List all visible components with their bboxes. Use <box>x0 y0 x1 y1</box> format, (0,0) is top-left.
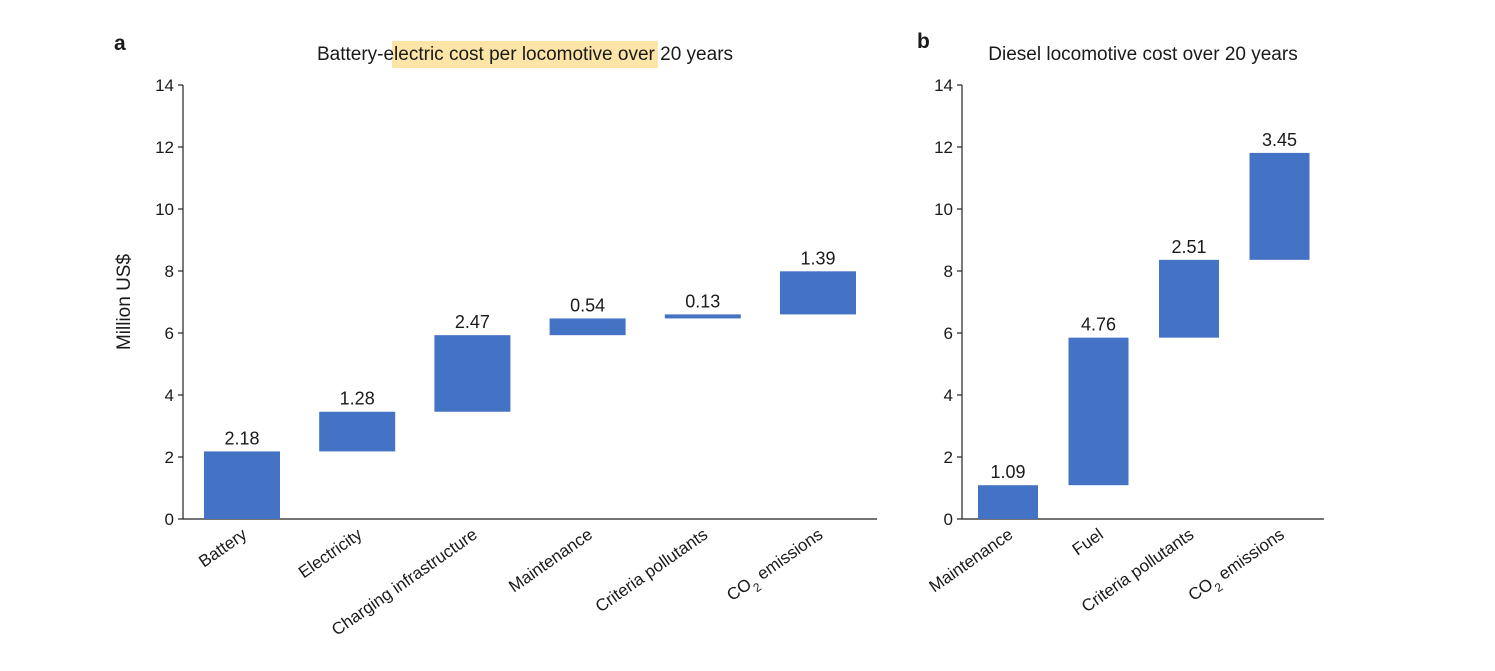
chart-title-a: Battery-electric cost per locomotive ove… <box>317 44 733 65</box>
data-label: 0.54 <box>570 295 605 315</box>
bar <box>434 335 511 412</box>
y-tick-label: 4 <box>165 386 174 405</box>
y-tick-label: 2 <box>165 448 174 467</box>
data-label: 2.51 <box>1171 237 1206 257</box>
chart-panel-b: b Diesel locomotive cost over 20 years 0… <box>917 30 1324 616</box>
bar <box>664 314 741 319</box>
panel-letter-b: b <box>917 30 930 53</box>
y-tick-label: 2 <box>944 448 953 467</box>
y-tick-label: 6 <box>944 324 953 343</box>
category-label: Criteria pollutants <box>592 525 711 616</box>
y-ticks-b: 0 2 4 6 8 10 12 14 <box>934 76 962 529</box>
y-axis-title-a: Million US$ <box>114 254 135 351</box>
y-ticks-a: 0 2 4 6 8 10 12 14 <box>155 76 183 529</box>
bar <box>319 411 396 452</box>
bar <box>549 318 626 336</box>
bar <box>204 451 280 519</box>
category-label: CO2 emissions <box>1185 525 1291 610</box>
data-label: 0.13 <box>685 291 720 311</box>
bars-a <box>204 271 856 519</box>
bar <box>1159 259 1219 338</box>
y-tick-label: 0 <box>944 510 953 529</box>
y-tick-label: 6 <box>165 324 174 343</box>
data-label: 1.09 <box>990 462 1025 482</box>
data-label: 1.39 <box>800 248 835 268</box>
category-label: CO2 emissions <box>723 525 829 610</box>
y-tick-label: 10 <box>155 200 174 219</box>
bar <box>1068 337 1129 486</box>
bar <box>978 485 1038 519</box>
category-label: Battery <box>195 524 250 571</box>
data-label: 4.76 <box>1081 315 1116 335</box>
y-tick-label: 0 <box>165 510 174 529</box>
y-tick-label: 14 <box>934 76 953 95</box>
panel-letter-a: a <box>114 32 126 55</box>
category-label: Electricity <box>295 524 366 582</box>
data-label: 1.28 <box>340 389 375 409</box>
y-tick-label: 8 <box>944 262 953 281</box>
chart-title-b: Diesel locomotive cost over 20 years <box>988 44 1297 65</box>
y-tick-label: 8 <box>165 262 174 281</box>
y-tick-label: 4 <box>944 386 953 405</box>
y-tick-label: 10 <box>934 200 953 219</box>
data-label: 2.47 <box>455 312 490 332</box>
data-label: 2.18 <box>224 428 259 448</box>
bars-b <box>978 152 1310 519</box>
bar <box>1249 152 1310 260</box>
category-label: Maintenance <box>926 525 1017 596</box>
bar <box>780 271 856 315</box>
y-tick-label: 12 <box>155 138 174 157</box>
y-tick-label: 12 <box>934 138 953 157</box>
data-labels-b: 1.09 4.76 2.51 3.45 <box>990 130 1297 482</box>
y-tick-label: 14 <box>155 76 174 95</box>
data-label: 3.45 <box>1262 130 1297 150</box>
category-label: Fuel <box>1069 525 1107 560</box>
data-labels-a: 2.18 1.28 2.47 0.54 0.13 1.39 <box>224 248 835 448</box>
title-highlight <box>392 41 658 68</box>
category-label: Maintenance <box>505 525 596 596</box>
chart-panel-a: a Battery-electric cost per locomotive o… <box>114 32 877 639</box>
